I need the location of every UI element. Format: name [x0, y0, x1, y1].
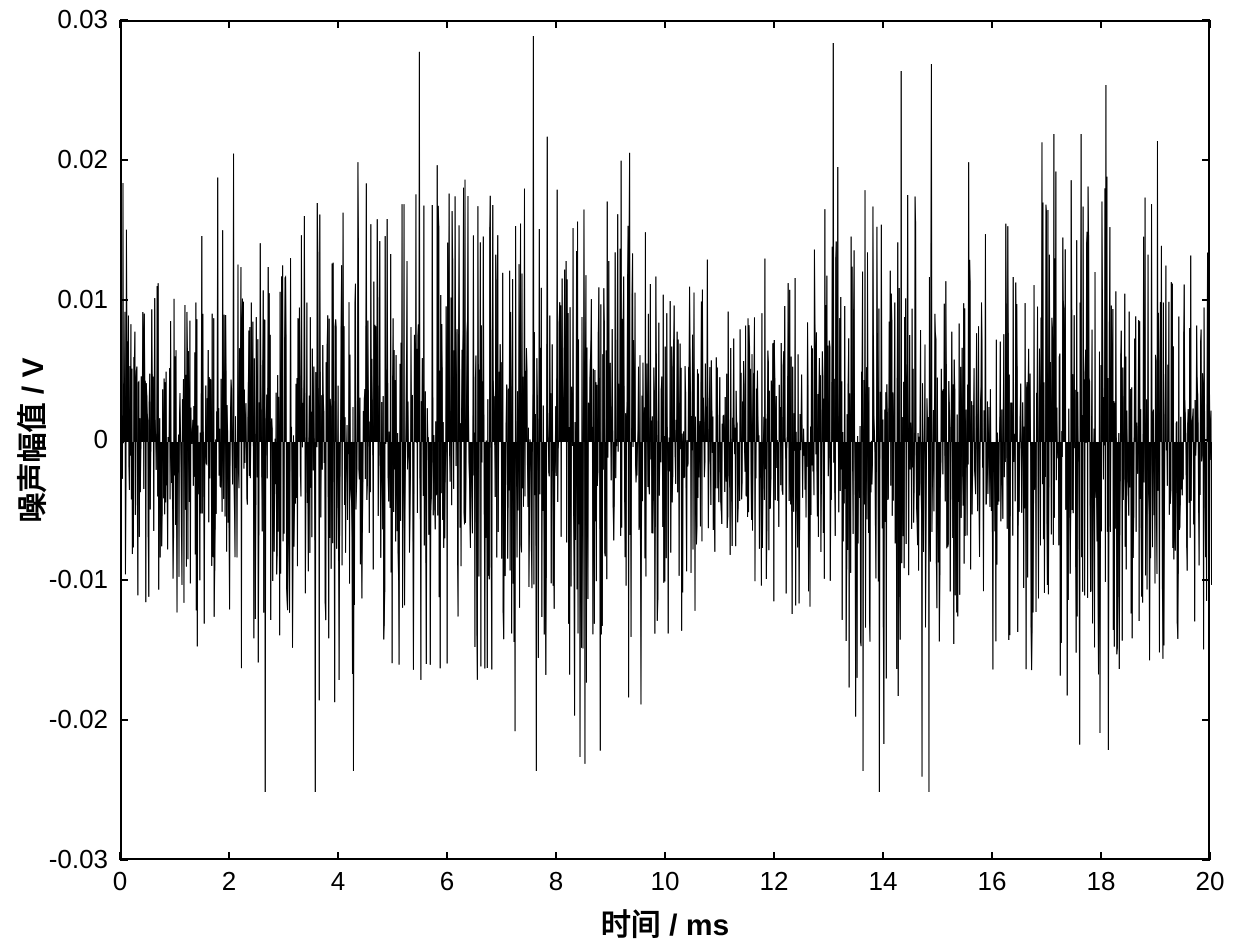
y-tick-mark [1202, 439, 1210, 441]
x-tick-mark [1209, 20, 1211, 28]
x-tick-mark [337, 852, 339, 860]
y-tick-mark [120, 299, 128, 301]
y-tick-mark [120, 859, 128, 861]
y-axis-label: 噪声幅值 / V [8, 357, 52, 522]
y-tick-mark [1202, 19, 1210, 21]
x-axis-label: 时间 / ms [601, 900, 729, 944]
x-tick-mark [773, 20, 775, 28]
x-tick-mark [1100, 20, 1102, 28]
x-tick-label: 8 [549, 866, 563, 897]
x-tick-mark [664, 852, 666, 860]
y-tick-mark [1202, 579, 1210, 581]
x-tick-label: 4 [331, 866, 345, 897]
x-tick-label: 18 [1087, 866, 1116, 897]
x-tick-label: 14 [869, 866, 898, 897]
y-tick-mark [120, 439, 128, 441]
x-tick-mark [882, 852, 884, 860]
y-tick-mark [120, 719, 128, 721]
y-tick-mark [1202, 299, 1210, 301]
x-tick-mark [228, 20, 230, 28]
figure: 时间 / ms 噪声幅值 / V 02468101214161820-0.03-… [0, 0, 1240, 945]
plot-area [120, 20, 1210, 860]
x-tick-label: 10 [651, 866, 680, 897]
x-tick-mark [991, 20, 993, 28]
y-tick-mark [120, 579, 128, 581]
y-tick-mark [1202, 859, 1210, 861]
x-tick-mark [446, 852, 448, 860]
x-tick-mark [119, 20, 121, 28]
x-tick-label: 16 [978, 866, 1007, 897]
x-tick-mark [991, 852, 993, 860]
noise-waveform [122, 22, 1212, 862]
y-tick-mark [120, 159, 128, 161]
x-tick-mark [555, 20, 557, 28]
x-tick-mark [882, 20, 884, 28]
y-tick-mark [120, 19, 128, 21]
x-tick-mark [773, 852, 775, 860]
x-tick-mark [446, 20, 448, 28]
x-tick-mark [555, 852, 557, 860]
x-tick-label: 20 [1196, 866, 1225, 897]
x-tick-mark [1100, 852, 1102, 860]
x-tick-mark [664, 20, 666, 28]
y-tick-mark [1202, 159, 1210, 161]
x-tick-mark [337, 20, 339, 28]
x-tick-label: 6 [440, 866, 454, 897]
x-tick-label: 12 [760, 866, 789, 897]
x-tick-label: 0 [113, 866, 127, 897]
x-tick-label: 2 [222, 866, 236, 897]
y-tick-mark [1202, 719, 1210, 721]
x-tick-mark [228, 852, 230, 860]
